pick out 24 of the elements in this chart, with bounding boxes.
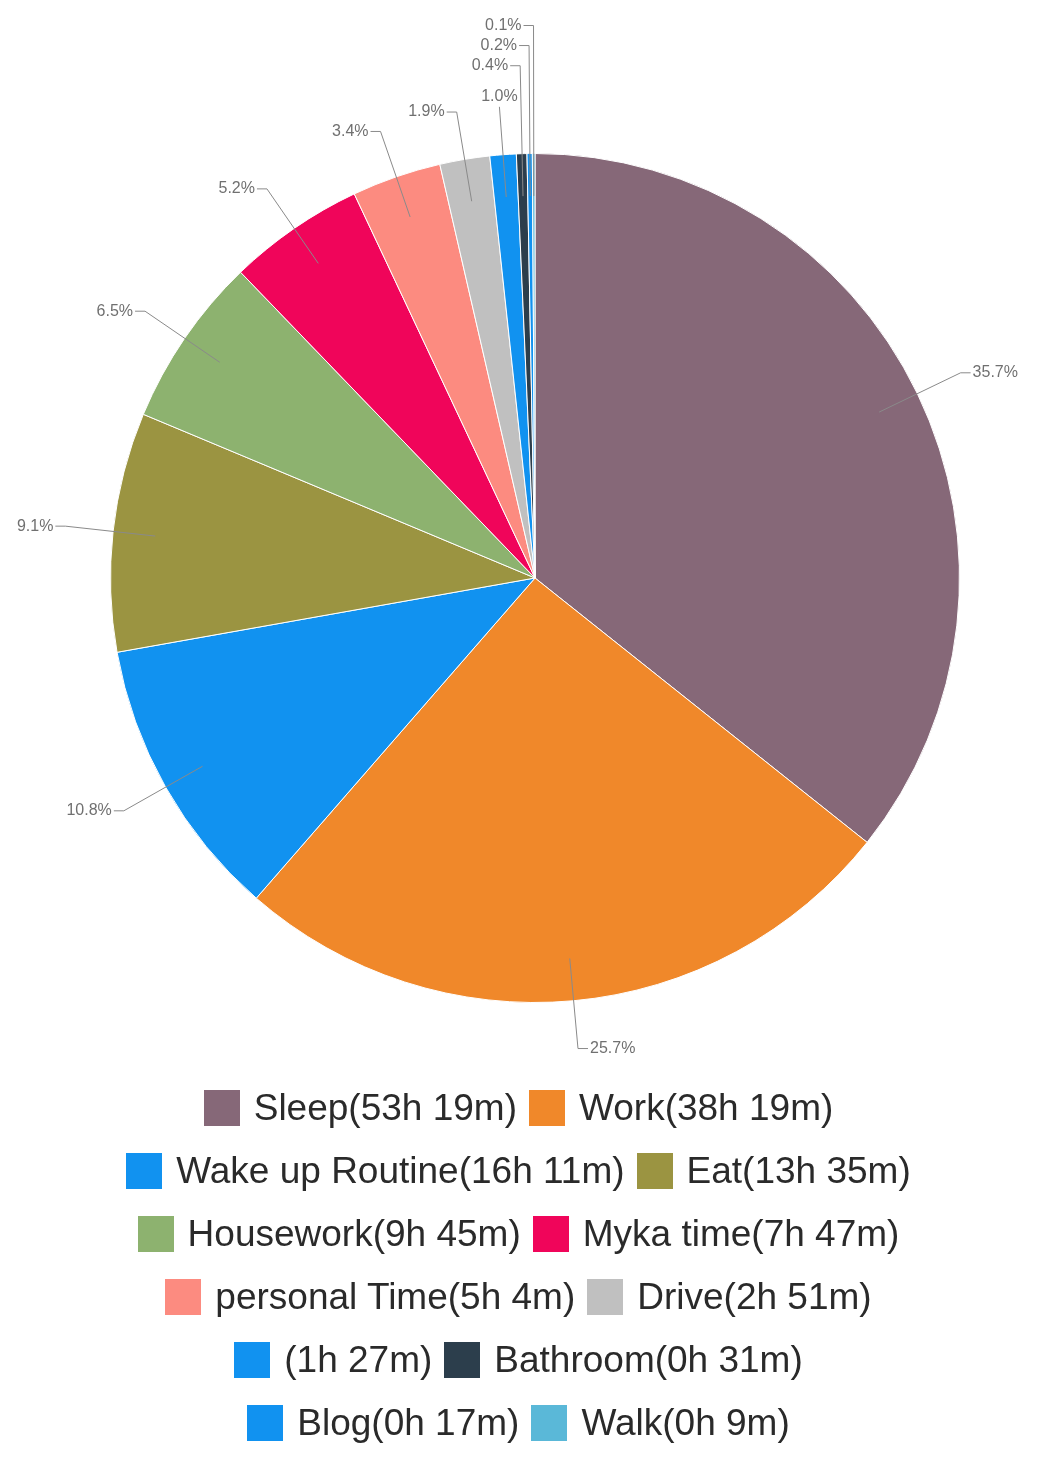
data-label: 1.9% xyxy=(408,102,445,120)
legend-label: Myka time(7h 47m) xyxy=(582,1212,900,1255)
data-label: 0.1% xyxy=(485,15,522,33)
data-label: 6.5% xyxy=(96,301,134,319)
data-label: 3.4% xyxy=(332,121,369,139)
legend-label: Blog(0h 17m) xyxy=(297,1401,520,1444)
data-label: 1.0% xyxy=(481,87,518,105)
data-label: 10.8% xyxy=(66,801,112,819)
legend-label: Drive(2h 51m) xyxy=(637,1275,872,1318)
legend-label: Work(38h 19m) xyxy=(578,1086,834,1129)
legend-label: (1h 27m) xyxy=(284,1338,433,1381)
legend-label: Walk(0h 9m) xyxy=(581,1401,790,1444)
legend-label: Wake up Routine(16h 11m) xyxy=(176,1149,625,1192)
data-label: 35.7% xyxy=(972,363,1018,381)
legend-label: personal Time(5h 4m) xyxy=(215,1275,576,1318)
data-label: 0.4% xyxy=(471,56,509,74)
data-label: 9.1% xyxy=(16,516,54,534)
data-label: 5.2% xyxy=(218,179,255,197)
legend-label: Eat(13h 35m) xyxy=(686,1149,911,1192)
legend-label: Sleep(53h 19m) xyxy=(253,1086,517,1129)
legend-label: Bathroom(0h 31m) xyxy=(494,1338,803,1381)
data-label: 0.2% xyxy=(480,35,518,53)
data-label: 25.7% xyxy=(589,1038,636,1056)
legend-label: Housework(9h 45m) xyxy=(187,1212,521,1255)
